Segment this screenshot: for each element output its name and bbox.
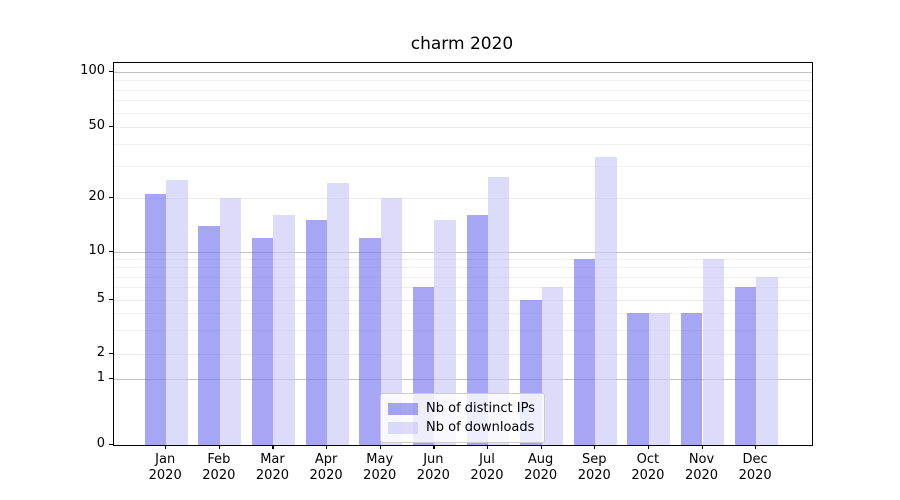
gridline: [114, 354, 812, 355]
x-tick-mark: [594, 445, 596, 449]
gridline: [114, 252, 812, 253]
bar-distinct-ips-may: [359, 237, 381, 445]
y-tick-mark: [109, 126, 113, 128]
plot-area: Nb of distinct IPs Nb of downloads: [113, 62, 813, 446]
x-tick-mark: [165, 445, 167, 449]
x-tick-mark: [433, 445, 435, 449]
minor-gridline: [114, 313, 812, 315]
bar-distinct-ips-mar: [252, 237, 274, 445]
y-tick-label: 0: [96, 435, 105, 451]
bar-downloads-feb: [219, 197, 242, 445]
x-tick-label-aug: Aug 2020: [524, 452, 558, 483]
y-tick-label: 20: [88, 188, 105, 204]
gridlines-layer: [114, 63, 812, 445]
x-tick-label-oct: Oct 2020: [631, 452, 665, 483]
x-tick-label-jun: Jun 2020: [416, 452, 450, 483]
y-tick-mark: [109, 251, 113, 253]
x-tick-mark: [540, 445, 542, 449]
gridline: [114, 72, 812, 73]
x-tick-label-may: May 2020: [363, 452, 397, 483]
minor-gridline: [114, 287, 812, 289]
y-tick-mark: [109, 443, 113, 445]
y-tick-mark: [109, 196, 113, 198]
y-tick-label: 1: [96, 370, 105, 385]
bar-distinct-ips-feb: [198, 225, 220, 445]
minor-gridline: [114, 80, 812, 82]
gridline: [114, 127, 812, 128]
y-tick-label: 50: [88, 118, 105, 133]
bar-downloads-jan: [166, 180, 188, 445]
bar-downloads-apr: [327, 183, 349, 445]
x-tick-mark: [701, 445, 703, 449]
minor-gridline: [114, 112, 812, 114]
minor-gridline: [114, 144, 812, 146]
bar-distinct-ips-jan: [144, 193, 167, 445]
x-tick-label-apr: Apr 2020: [309, 452, 343, 483]
bar-downloads-mar: [273, 215, 295, 445]
bar-distinct-ips-dec: [734, 287, 757, 445]
x-tick-label-nov: Nov 2020: [684, 452, 719, 483]
legend-label-distinct-ips: Nb of distinct IPs: [426, 401, 535, 416]
minor-gridline: [114, 100, 812, 102]
x-tick-label-dec: Dec 2020: [738, 452, 772, 483]
bar-distinct-ips-jul: [466, 215, 488, 445]
x-tick-mark: [755, 445, 757, 449]
x-tick-mark: [326, 445, 328, 449]
bar-downloads-jul: [487, 177, 510, 445]
legend-label-downloads: Nb of downloads: [426, 420, 535, 435]
x-tick-mark: [218, 445, 221, 449]
legend: Nb of distinct IPs Nb of downloads: [380, 393, 545, 443]
x-tick-mark: [486, 445, 489, 449]
y-tick-mark: [109, 299, 113, 301]
bars-layer: [114, 63, 812, 445]
gridline: [114, 300, 812, 301]
legend-row-downloads: Nb of downloads: [388, 418, 535, 437]
x-tick-mark: [647, 445, 650, 449]
minor-gridline: [114, 166, 812, 168]
legend-swatch-distinct-ips: [388, 402, 418, 415]
bar-downloads-sep: [595, 156, 617, 445]
bar-distinct-ips-nov: [681, 313, 703, 445]
bar-distinct-ips-sep: [573, 259, 596, 445]
y-tick-label: 2: [96, 345, 105, 360]
y-tick-mark: [109, 71, 113, 73]
bar-distinct-ips-apr: [305, 220, 328, 445]
bar-downloads-may: [380, 197, 403, 445]
legend-swatch-downloads: [388, 421, 418, 434]
bar-downloads-aug: [541, 287, 564, 445]
minor-gridline: [114, 267, 812, 269]
y-tick-mark: [109, 378, 113, 380]
y-tick-label: 100: [80, 63, 105, 78]
x-tick-label-mar: Mar 2020: [255, 452, 289, 483]
x-tick-mark: [272, 445, 274, 449]
minor-gridline: [114, 330, 812, 332]
y-tick-label: 5: [96, 291, 105, 306]
x-tick-label-jul: Jul 2020: [470, 452, 504, 483]
minor-gridline: [114, 259, 812, 261]
x-tick-label-jan: Jan 2020: [148, 452, 182, 483]
chart-title: charm 2020: [410, 34, 514, 54]
gridline: [114, 379, 812, 380]
bar-downloads-nov: [702, 259, 724, 445]
minor-gridline: [114, 89, 812, 91]
bar-downloads-dec: [756, 276, 778, 445]
x-tick-label-feb: Feb 2020: [202, 452, 236, 483]
gridline: [114, 197, 812, 199]
x-tick-mark: [379, 445, 381, 449]
x-tick-label-sep: Sep 2020: [577, 452, 611, 483]
bar-downloads-oct: [648, 313, 671, 445]
y-tick-mark: [109, 353, 113, 355]
legend-row-distinct-ips: Nb of distinct IPs: [388, 399, 535, 418]
y-tick-label: 10: [88, 243, 105, 258]
minor-gridline: [114, 276, 812, 278]
bar-downloads-jun: [434, 220, 456, 445]
bar-distinct-ips-oct: [627, 313, 649, 445]
